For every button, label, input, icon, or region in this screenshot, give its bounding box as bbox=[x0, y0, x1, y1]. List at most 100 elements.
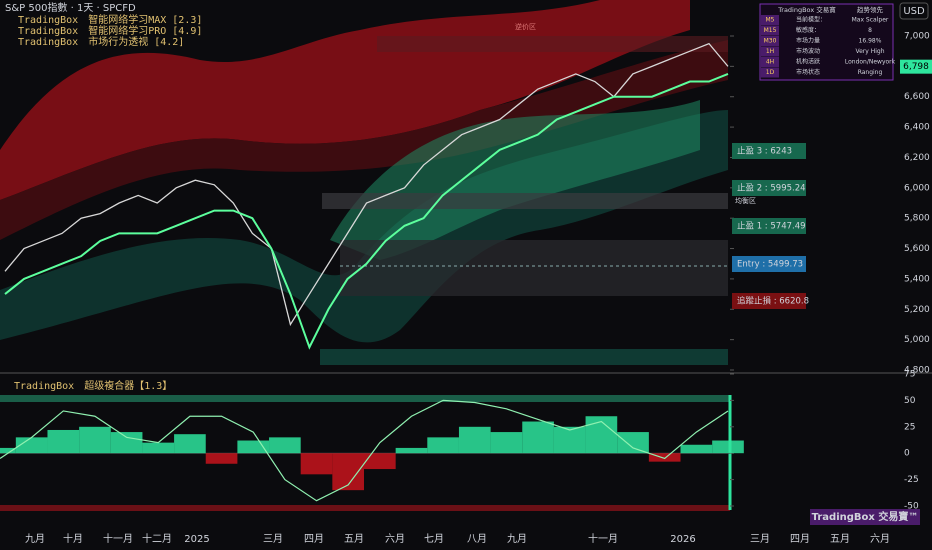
timeframe: 1D bbox=[766, 69, 775, 76]
timeframe: M5 bbox=[766, 17, 775, 24]
oscillator-bar bbox=[712, 440, 744, 454]
y-tick-label: 7,000 bbox=[904, 32, 930, 42]
metric-value: London/Newyork bbox=[845, 59, 896, 66]
y-tick-label: 6,000 bbox=[904, 183, 930, 193]
metric-value: Max Scalper bbox=[852, 17, 889, 24]
y-tick-label: 75 bbox=[904, 370, 915, 380]
level-tag bbox=[732, 293, 806, 309]
metric-value: Ranging bbox=[858, 69, 883, 76]
y-tick-label: 5,200 bbox=[904, 305, 930, 315]
x-tick-label: 四月 bbox=[304, 533, 324, 545]
y-tick-label: 5,600 bbox=[904, 244, 930, 254]
y-tick-label: 6,200 bbox=[904, 153, 930, 163]
oscillator-bar bbox=[585, 416, 618, 454]
oscillator-bar bbox=[47, 429, 80, 454]
y-tick-label: 50 bbox=[904, 396, 916, 406]
indicator-name: TradingBox 智能网络学习PRO [4.9] bbox=[18, 24, 202, 37]
signal-strip-bottom bbox=[0, 505, 730, 511]
button-frame[interactable] bbox=[899, 2, 929, 20]
indicator-name: TradingBox 市场行为透视 [4.2] bbox=[18, 35, 184, 48]
metric-value: 8 bbox=[868, 27, 872, 34]
timeframe-cell bbox=[761, 36, 779, 46]
y-tick-label: 5,400 bbox=[904, 274, 930, 284]
x-tick-label: 十一月 bbox=[588, 532, 618, 545]
x-tick-label: 2025 bbox=[184, 534, 209, 545]
y-tick-label: 5,000 bbox=[904, 335, 930, 345]
oscillator-line bbox=[0, 399, 729, 502]
timeframe: 1H bbox=[766, 48, 774, 55]
oscillator-bar bbox=[237, 440, 270, 454]
y-tick-label: 0 bbox=[904, 449, 910, 459]
oscillator-bar bbox=[680, 444, 713, 454]
x-tick-label: 九月 bbox=[25, 533, 45, 545]
oscillator-bar bbox=[15, 437, 48, 454]
x-tick-label: 九月 bbox=[507, 533, 527, 545]
oscillator-bar bbox=[553, 426, 586, 454]
timeframe: 4H bbox=[766, 59, 774, 66]
oscillator-bar bbox=[142, 442, 175, 454]
table-header: TradingBox 交易寶 bbox=[777, 5, 836, 14]
red-cloud-inner bbox=[0, 40, 728, 240]
level-tag bbox=[732, 180, 806, 196]
x-tick-label: 三月 bbox=[263, 533, 283, 545]
oscillator-bar bbox=[648, 453, 681, 462]
signal-strip bbox=[0, 395, 730, 402]
x-tick-label: 四月 bbox=[790, 533, 810, 545]
timeframe-cell bbox=[761, 46, 779, 57]
x-tick-label: 六月 bbox=[385, 533, 405, 545]
x-tick-label: 八月 bbox=[467, 533, 487, 545]
y-tick-label: -25 bbox=[904, 475, 919, 485]
price-line bbox=[4, 73, 729, 350]
table-header: 趋势领先 bbox=[857, 5, 884, 14]
level-label: 追蹤止損 : 6620.8 bbox=[737, 296, 809, 307]
oscillator-bar bbox=[174, 434, 206, 454]
oscillator-bar bbox=[364, 453, 396, 470]
resistance-zone bbox=[377, 36, 728, 52]
indicator-name: TradingBox 智能网络学习MAX [2.3] bbox=[18, 13, 202, 26]
x-tick-label: 六月 bbox=[870, 533, 890, 545]
y-tick-label: 6,400 bbox=[904, 123, 930, 133]
metric-name: 当前模型： bbox=[796, 16, 826, 24]
oscillator-bar bbox=[269, 437, 301, 454]
currency[interactable]: USD bbox=[903, 6, 925, 17]
y-tick-label: 25 bbox=[904, 422, 915, 432]
y-tick-label: -50 bbox=[904, 502, 919, 512]
x-tick-label: 十月 bbox=[63, 532, 83, 545]
entry-zone bbox=[340, 240, 728, 296]
chart-title: S&P 500指數 · 1天 · SPCFD bbox=[5, 1, 136, 14]
metric-name: 市场状态 bbox=[796, 68, 820, 76]
level-label: 止盈 1 : 5747.49 bbox=[737, 221, 806, 232]
metric-name: 敏感度： bbox=[796, 26, 820, 34]
level-tag bbox=[732, 218, 806, 234]
x-tick-label: 十一月 bbox=[103, 532, 133, 545]
oscillator-bar bbox=[395, 447, 428, 454]
brand: TradingBox 交易寶™ bbox=[812, 510, 919, 523]
table-frame bbox=[759, 3, 894, 81]
level-label: Entry : 5499.73 bbox=[737, 260, 803, 270]
metric-name: 市场力量 bbox=[796, 37, 820, 45]
timeframe-cell bbox=[761, 67, 779, 78]
timeframe: M15 bbox=[764, 27, 777, 34]
zone-label: 逆价区 bbox=[515, 22, 536, 31]
timeframe-cell bbox=[761, 15, 779, 25]
metric-value: Very High bbox=[855, 48, 884, 55]
oscillator-bar bbox=[490, 432, 523, 454]
y-tick-label: 4,800 bbox=[904, 366, 930, 376]
x-tick-label: 十二月 bbox=[142, 532, 172, 545]
oscillator-bar bbox=[110, 432, 143, 454]
timeframe-cell bbox=[761, 25, 779, 36]
oscillator-bar bbox=[300, 453, 333, 475]
x-tick-label: 五月 bbox=[830, 533, 850, 545]
level-label: 止盈 3 : 6243 bbox=[737, 146, 792, 157]
level-tag bbox=[732, 256, 806, 272]
metric-value: 16.98% bbox=[859, 38, 882, 45]
metric-name: 机构活跃 bbox=[796, 58, 820, 66]
oscillator-bar bbox=[427, 437, 459, 454]
metric-name: 市场波动 bbox=[796, 47, 820, 55]
equilibrium-zone bbox=[322, 193, 728, 209]
currency-button[interactable]: USD bbox=[899, 2, 929, 20]
zone-label: 均衡区 bbox=[735, 196, 756, 205]
oscillator-bar bbox=[205, 453, 238, 464]
support-zone bbox=[320, 349, 728, 365]
